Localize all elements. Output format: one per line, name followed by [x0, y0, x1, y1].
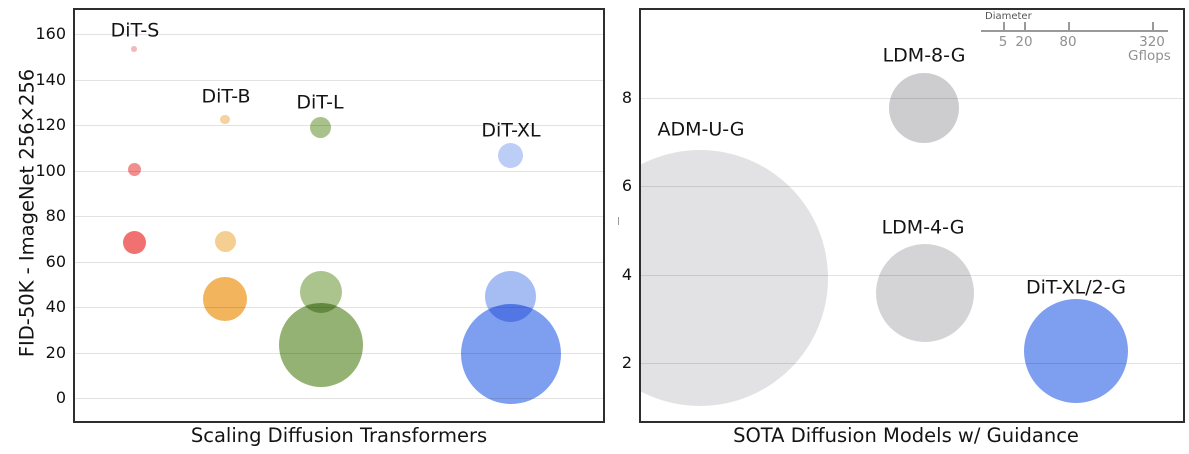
y-tick-label-60: 60 [45, 251, 66, 271]
bubble-adm-u-g [641, 149, 828, 406]
left-x-axis-title: Scaling Diffusion Transformers [190, 424, 488, 447]
bubble-dit-l-2 [279, 303, 363, 388]
y-tick-label-160: 160 [35, 24, 66, 44]
left-plot-frame [73, 8, 605, 423]
gridline-140 [75, 79, 603, 81]
gridline-0 [75, 398, 603, 400]
gridline-80 [75, 216, 603, 218]
bubble-dit-l-4 [300, 271, 342, 314]
y-tick-label-120: 120 [35, 115, 66, 135]
right-x-axis-title: SOTA Diffusion Models w/ Guidance [733, 424, 1079, 447]
model-label-dit-xl: DiT-XL [481, 119, 541, 142]
left-plot-area [75, 10, 603, 421]
model-label-ldm-4-g: LDM-4-G [881, 216, 965, 239]
gridline-2 [641, 363, 1183, 365]
model-label-dit-l: DiT-L [296, 91, 344, 114]
bubble-dit-s-4 [127, 163, 141, 177]
y-tick-label-2: 2 [621, 353, 632, 373]
bubble-dit-b-4 [214, 230, 236, 252]
model-label-dit-s: DiT-S [110, 19, 160, 42]
right-plot-area [641, 10, 1183, 421]
gridline-100 [75, 170, 603, 172]
y-tick-label-140: 140 [35, 69, 66, 89]
bubble-ldm-8-g [889, 73, 959, 144]
right-plot-frame [639, 8, 1185, 423]
y-tick-label-4: 4 [621, 264, 632, 284]
bubble-dit-s-8 [131, 46, 137, 52]
y-tick-label-80: 80 [45, 206, 66, 226]
gridline-160 [75, 34, 603, 36]
y-tick-label-20: 20 [45, 342, 66, 362]
y-tick-label-100: 100 [35, 160, 66, 180]
y-tick-label-40: 40 [45, 297, 66, 317]
model-label-dit-xl-2-g: DiT-XL/2-G [1025, 276, 1127, 299]
bubble-ldm-4-g [876, 243, 974, 342]
bubble-dit-l-8 [309, 117, 331, 139]
bubble-dit-xl-8 [497, 142, 523, 168]
model-label-ldm-8-g: LDM-8-G [882, 44, 966, 67]
bubble-dit-s-2 [122, 231, 146, 255]
gridline-60 [75, 261, 603, 263]
bubble-dit-xl-2-g [1024, 299, 1128, 404]
bubble-dit-xl-4 [484, 271, 536, 323]
gridline-120 [75, 125, 603, 127]
right-y-axis-dash [617, 217, 619, 225]
gridline-6 [641, 186, 1183, 188]
left-y-axis-label: FID-50K - ImageNet 256×256 [15, 68, 39, 358]
model-label-adm-u-g: ADM-U-G [657, 118, 745, 141]
y-tick-label-8: 8 [621, 87, 632, 107]
y-tick-label-0: 0 [55, 388, 66, 408]
model-label-dit-b: DiT-B [201, 85, 251, 108]
bubble-dit-b-2 [203, 277, 247, 322]
bubble-dit-b-8 [220, 114, 230, 125]
y-tick-label-6: 6 [621, 176, 632, 196]
